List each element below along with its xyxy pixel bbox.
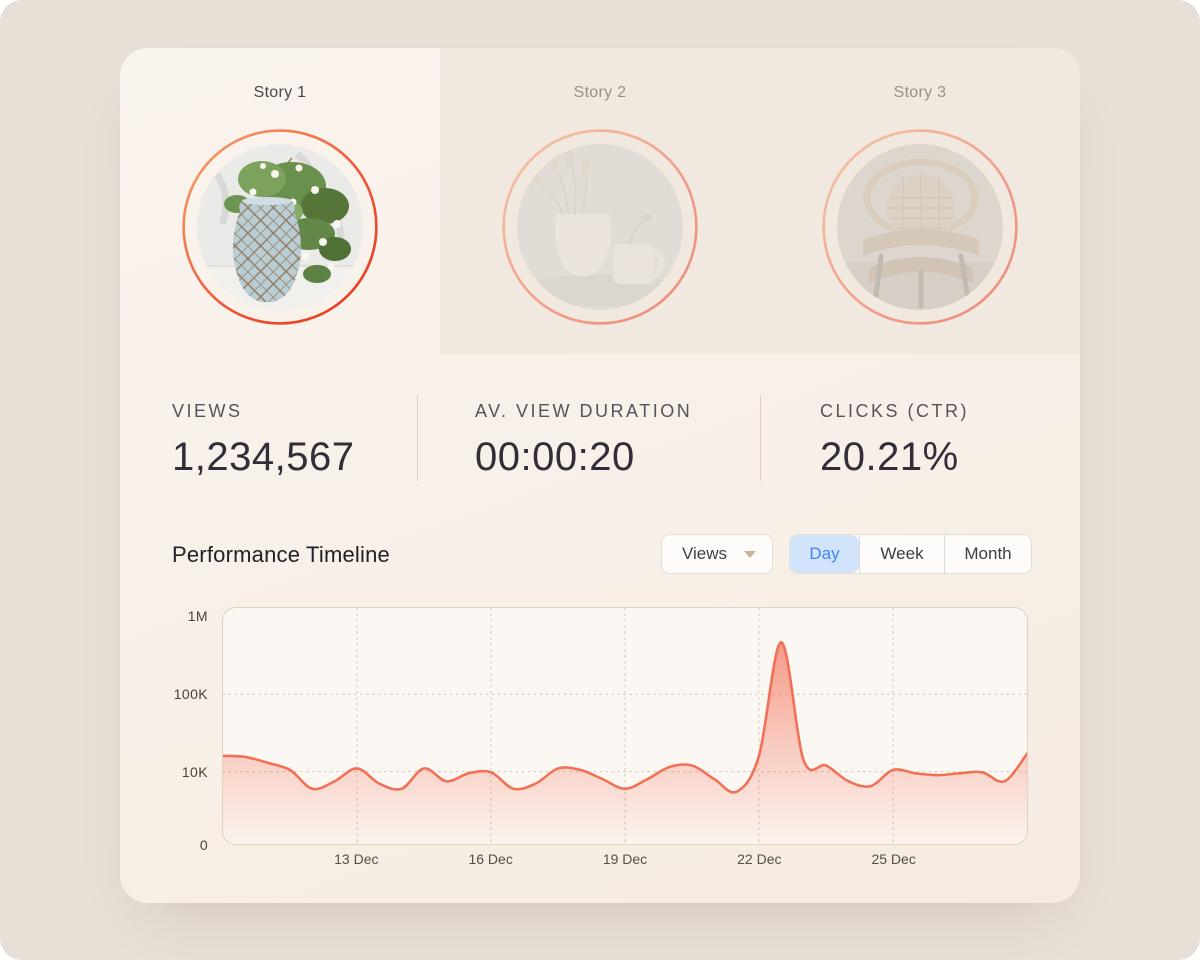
range-toggle-day[interactable]: Day	[790, 535, 859, 573]
story-tab-label: Story 1	[253, 84, 307, 101]
stat-divider	[760, 395, 761, 481]
line-series	[223, 641, 1027, 794]
metric-dropdown-value: Views	[682, 544, 728, 563]
chart-y-axis: 1M 100K 10K 0	[120, 607, 208, 853]
y-tick-label: 10K	[181, 764, 208, 780]
story-photo	[517, 144, 683, 310]
story-avatar-1[interactable]	[182, 129, 378, 325]
x-tick-label: 19 Dec	[602, 851, 648, 867]
chart-x-axis: 13 Dec 16 Dec 19 Dec 22 Dec 25 Dec	[222, 851, 1028, 871]
stat-view-duration: AV. VIEW DURATION 00:00:20	[475, 401, 692, 480]
story-tab-label: Story 2	[573, 84, 627, 101]
y-tick-label: 100K	[173, 686, 208, 702]
performance-timeline-title: Performance Timeline	[172, 542, 390, 567]
area-series	[223, 642, 1027, 844]
range-toggle-month[interactable]: Month	[944, 535, 1031, 573]
x-tick-label: 13 Dec	[334, 851, 379, 867]
story-ring	[502, 129, 698, 325]
chart-plot	[222, 607, 1028, 845]
stat-label: CLICKS (CTR)	[820, 401, 970, 421]
story-photo	[197, 144, 363, 310]
range-segmented-control: Day Week Month	[789, 534, 1032, 574]
story-photo	[837, 144, 1003, 310]
story-avatar-3[interactable]	[822, 129, 1018, 325]
story-tab-2[interactable]: Story 2	[440, 48, 760, 354]
metric-dropdown[interactable]: Views	[661, 534, 773, 574]
stat-value: 1,234,567	[172, 435, 355, 479]
stat-divider	[417, 395, 418, 481]
performance-chart	[223, 608, 1027, 844]
story-photo-illustration-chair	[837, 144, 1003, 310]
stat-label: VIEWS	[172, 401, 243, 421]
stat-views: VIEWS 1,234,567	[172, 401, 354, 480]
chevron-down-icon	[744, 550, 756, 558]
y-tick-label: 0	[199, 837, 208, 853]
story-ring	[822, 129, 1018, 325]
story-avatar-2[interactable]	[502, 129, 698, 325]
story-tab-3[interactable]: Story 3	[760, 48, 1080, 354]
story-photo-illustration-vase	[197, 144, 363, 310]
x-tick-label: 16 Dec	[468, 851, 513, 867]
story-ring	[182, 129, 378, 325]
stat-value: 20.21%	[820, 435, 959, 479]
analytics-card: Story 1	[120, 48, 1080, 903]
story-tab-label: Story 3	[893, 84, 947, 101]
story-photo-illustration-still-life	[517, 144, 683, 310]
x-tick-label: 22 Dec	[737, 851, 782, 867]
story-tab-1[interactable]: Story 1	[120, 48, 440, 354]
range-toggle-week[interactable]: Week	[859, 535, 944, 573]
stat-label: AV. VIEW DURATION	[475, 401, 693, 421]
stat-value: 00:00:20	[475, 435, 635, 479]
x-tick-label: 25 Dec	[871, 851, 916, 867]
y-tick-label: 1M	[187, 608, 208, 624]
stat-clicks-ctr: CLICKS (CTR) 20.21%	[820, 401, 969, 480]
